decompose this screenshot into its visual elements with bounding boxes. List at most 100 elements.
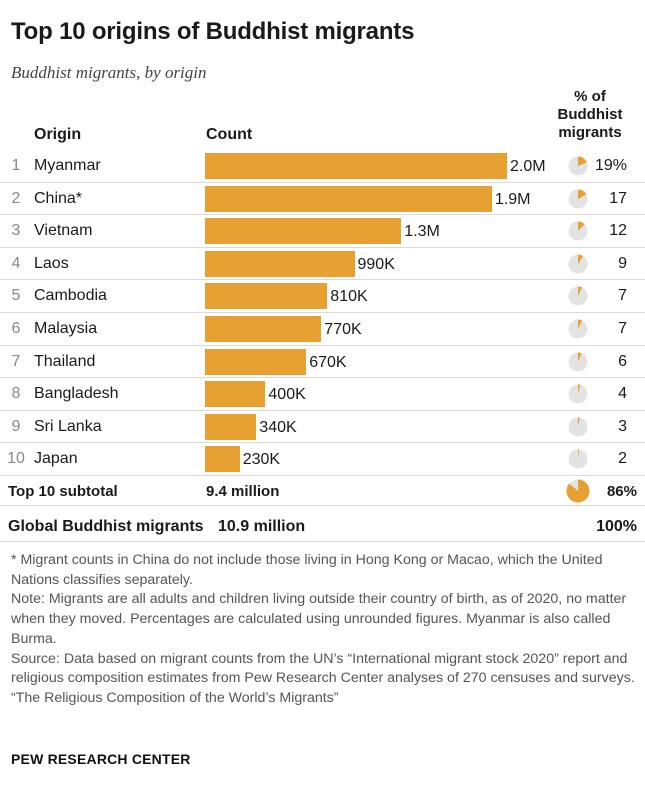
- row-divider: [0, 475, 645, 476]
- row-divider: [0, 312, 645, 313]
- bar-row: 4 Laos 990K 9: [0, 248, 645, 280]
- pie-slice: [578, 254, 584, 264]
- row-divider: [0, 279, 645, 281]
- pie-slice: [566, 479, 590, 503]
- share-pie: [568, 286, 588, 306]
- bar: [205, 446, 240, 473]
- bar: [205, 381, 266, 408]
- row-divider: [0, 214, 645, 216]
- bar: [205, 185, 492, 212]
- origin-column-header: Origin: [34, 126, 82, 143]
- pie-slice: [578, 417, 580, 427]
- count-value-label: 2.0M: [510, 158, 546, 175]
- percent-value-label: 3: [618, 417, 627, 435]
- subtotal-count: 9.4 million: [206, 483, 280, 500]
- row-divider: [0, 377, 645, 379]
- share-pie: [568, 449, 588, 469]
- footnote: * Migrant counts in China do not include…: [11, 552, 603, 588]
- origin-label: Malaysia: [34, 320, 98, 337]
- bar-row: 1 Myanmar 2.0M 19%: [0, 150, 645, 182]
- row-divider: [0, 409, 645, 411]
- count-value-label: 810K: [330, 288, 368, 306]
- share-pie: [568, 384, 588, 404]
- share-pie: [568, 189, 588, 209]
- row-divider: [0, 246, 645, 248]
- origin-label: Laos: [34, 254, 69, 272]
- global-row: Global Buddhist migrants 10.9 million 10…: [0, 512, 645, 542]
- percent-value-label: 6: [618, 352, 627, 370]
- share-pie: [568, 156, 588, 176]
- notes: * Migrant counts in China do not include…: [11, 551, 636, 709]
- count-value-label: 670K: [309, 353, 347, 371]
- count-value-label: 1.9M: [494, 190, 531, 208]
- global-divider: [0, 541, 645, 542]
- share-pie: [568, 254, 588, 274]
- count-column-header: Count: [206, 126, 253, 143]
- bar: [205, 283, 328, 310]
- bar-row: 3 Vietnam 1.3M 12: [0, 215, 645, 247]
- bar-row: 2 China* 1.9M 17: [0, 183, 645, 215]
- count-value-label: 230K: [242, 451, 281, 469]
- origin-label: China*: [34, 189, 83, 207]
- share-pie: [568, 417, 588, 437]
- methodology-note: Note: Migrants are all adults and childr…: [11, 591, 627, 647]
- chart-title: Top 10 origins of Buddhist migrants: [11, 18, 415, 45]
- bar: [205, 316, 322, 342]
- percent-value-label: 4: [618, 385, 627, 403]
- pie-slice: [578, 286, 583, 297]
- origin-label: Cambodia: [34, 287, 107, 305]
- rank-label: 6: [11, 320, 21, 337]
- count-value-label: 340K: [259, 418, 297, 436]
- subtotal-pie: [566, 479, 590, 503]
- origin-label: Sri Lanka: [34, 417, 102, 435]
- percent-value-label: 7: [618, 320, 627, 337]
- bar: [205, 153, 507, 179]
- global-label: Global Buddhist migrants: [8, 518, 204, 535]
- row-divider: [0, 344, 645, 346]
- origin-label: Myanmar: [34, 157, 101, 174]
- origin-label: Thailand: [34, 352, 96, 370]
- bar-row: 10 Japan 230K 2: [0, 443, 645, 475]
- bar: [205, 250, 355, 277]
- bar-row: 7 Thailand 670K 6: [0, 346, 645, 378]
- report-title: “The Religious Composition of the World’…: [11, 689, 339, 706]
- bar-row: 5 Cambodia 810K 7: [0, 280, 645, 312]
- row-divider: [0, 442, 645, 444]
- global-count: 10.9 million: [218, 518, 306, 535]
- pie-slice: [578, 319, 583, 329]
- rank-label: 3: [11, 222, 21, 240]
- pie-slice: [578, 221, 585, 232]
- count-value-label: 400K: [268, 386, 306, 404]
- origin-label: Vietnam: [34, 222, 93, 240]
- count-value-label: 1.3M: [404, 223, 440, 241]
- share-pie: [568, 221, 588, 241]
- pie-slice: [578, 449, 580, 460]
- rank-label: 10: [7, 450, 25, 468]
- bar: [205, 218, 402, 245]
- count-value-label: 990K: [357, 255, 395, 273]
- percent-header-line-2: Buddhist: [557, 106, 623, 123]
- origin-label: Japan: [34, 450, 78, 468]
- row-divider: [0, 181, 645, 183]
- subtotal-label: Top 10 subtotal: [8, 483, 118, 500]
- rank-label: 8: [11, 385, 21, 403]
- subtotal-divider: [0, 505, 645, 506]
- origin-label: Bangladesh: [34, 385, 119, 403]
- source-note: Source: Data based on migrant counts fro…: [11, 650, 635, 687]
- percent-column-header: % of Buddhist migrants: [545, 88, 635, 142]
- pie-slice: [578, 156, 587, 166]
- percent-value-label: 17: [609, 189, 627, 207]
- pie-slice: [578, 384, 581, 395]
- percent-value-label: 12: [609, 222, 627, 240]
- share-pie: [568, 319, 588, 339]
- bar-row: 8 Bangladesh 400K 4: [0, 378, 645, 410]
- bar-row: 9 Sri Lanka 340K 3: [0, 411, 645, 443]
- rank-label: 7: [11, 352, 21, 370]
- percent-value-label: 9: [618, 254, 627, 272]
- chart-subtitle: Buddhist migrants, by origin: [11, 63, 207, 82]
- rank-label: 9: [11, 417, 21, 435]
- rank-label: 4: [11, 254, 21, 272]
- brand-logo-text: PEW RESEARCH CENTER: [11, 751, 191, 767]
- bar: [205, 413, 257, 440]
- percent-value-label: 19%: [594, 157, 627, 174]
